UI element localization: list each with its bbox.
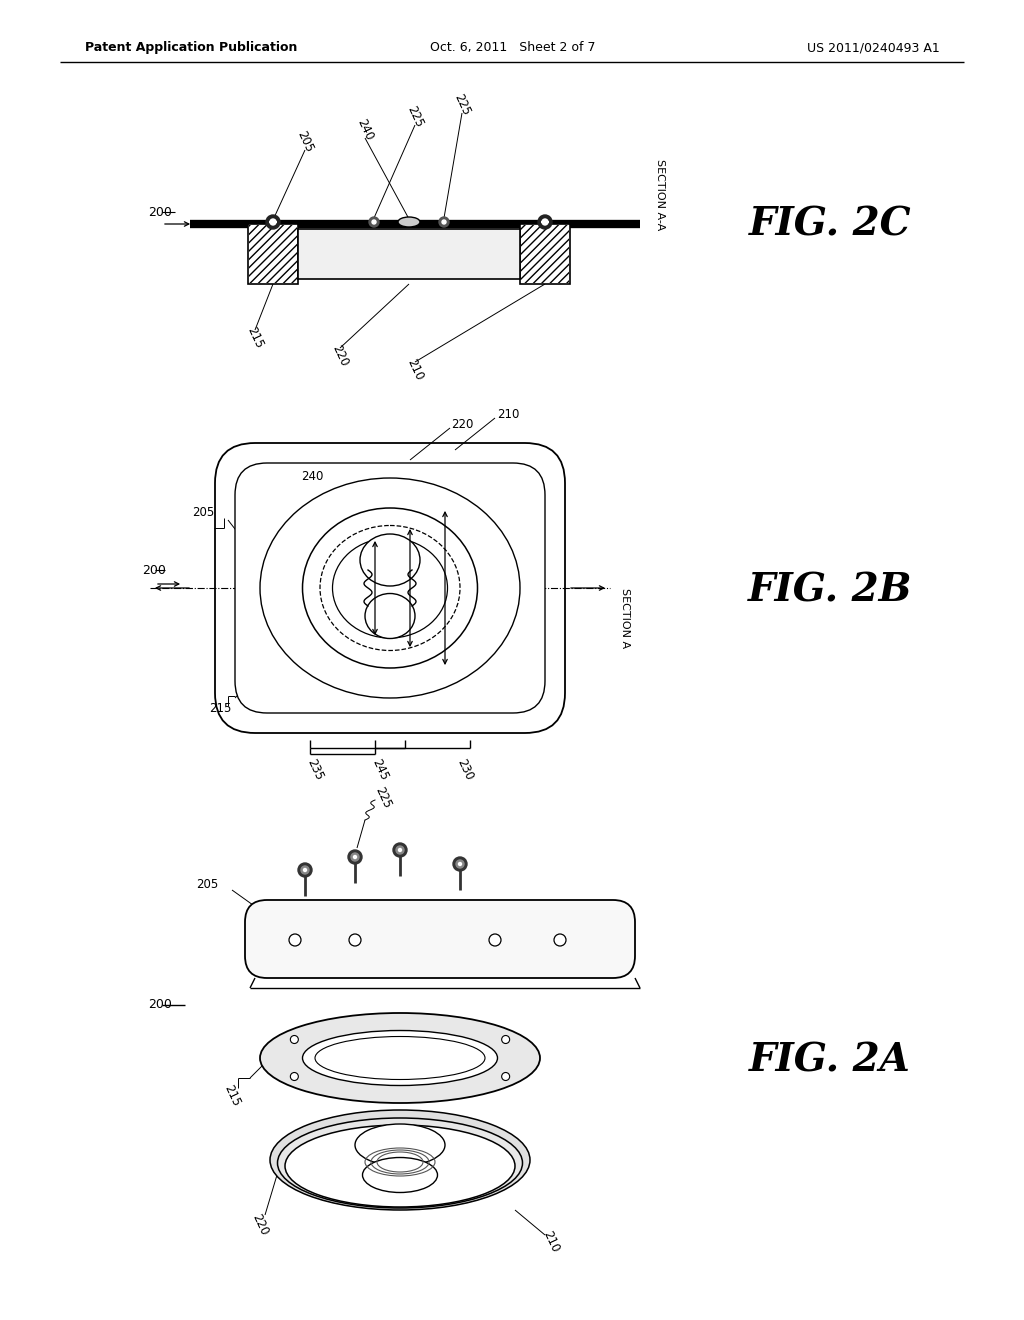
Circle shape xyxy=(396,846,404,854)
FancyBboxPatch shape xyxy=(215,444,565,733)
Circle shape xyxy=(538,215,552,228)
Text: 245: 245 xyxy=(370,758,390,783)
FancyBboxPatch shape xyxy=(234,463,545,713)
Text: 215: 215 xyxy=(221,1084,243,1109)
Text: US 2011/0240493 A1: US 2011/0240493 A1 xyxy=(807,41,940,54)
Ellipse shape xyxy=(362,1158,437,1192)
Text: 225: 225 xyxy=(404,104,426,129)
Text: 210: 210 xyxy=(404,358,426,383)
Bar xyxy=(249,224,297,282)
Circle shape xyxy=(393,843,407,857)
Ellipse shape xyxy=(302,508,477,668)
Text: w3: w3 xyxy=(453,598,469,609)
Text: 200: 200 xyxy=(148,998,172,1011)
Ellipse shape xyxy=(355,1125,445,1166)
Text: 230: 230 xyxy=(455,758,475,783)
Circle shape xyxy=(456,861,464,869)
Text: 225: 225 xyxy=(452,92,473,117)
Circle shape xyxy=(369,216,379,227)
Circle shape xyxy=(301,866,309,874)
Circle shape xyxy=(291,1072,298,1081)
Circle shape xyxy=(442,220,446,224)
Circle shape xyxy=(270,219,276,224)
Text: 205: 205 xyxy=(295,129,315,154)
Circle shape xyxy=(351,853,359,861)
Circle shape xyxy=(298,863,312,876)
Circle shape xyxy=(303,869,306,871)
Circle shape xyxy=(353,855,356,858)
Circle shape xyxy=(372,220,376,224)
Circle shape xyxy=(291,1035,298,1044)
Ellipse shape xyxy=(302,1031,498,1085)
Text: 225: 225 xyxy=(373,785,393,810)
Ellipse shape xyxy=(260,478,520,698)
Ellipse shape xyxy=(360,535,420,586)
Text: 240: 240 xyxy=(354,117,376,143)
Circle shape xyxy=(459,862,462,866)
Bar xyxy=(521,224,569,282)
Circle shape xyxy=(489,935,501,946)
Text: 220: 220 xyxy=(330,343,350,368)
Text: SECTION A-A: SECTION A-A xyxy=(655,160,665,231)
Text: 200: 200 xyxy=(148,206,172,219)
Text: 210: 210 xyxy=(541,1229,561,1255)
Ellipse shape xyxy=(270,1110,530,1210)
Bar xyxy=(248,224,298,284)
Circle shape xyxy=(289,935,301,946)
Circle shape xyxy=(348,850,362,865)
Circle shape xyxy=(349,935,361,946)
Ellipse shape xyxy=(398,216,420,227)
Ellipse shape xyxy=(278,1118,522,1208)
Circle shape xyxy=(439,216,449,227)
Text: Patent Application Publication: Patent Application Publication xyxy=(85,41,297,54)
Text: FIG. 2C: FIG. 2C xyxy=(749,206,911,244)
Ellipse shape xyxy=(365,594,415,639)
Circle shape xyxy=(554,935,566,946)
Ellipse shape xyxy=(319,525,460,651)
Text: FIG. 2A: FIG. 2A xyxy=(750,1041,911,1078)
Text: Oct. 6, 2011   Sheet 2 of 7: Oct. 6, 2011 Sheet 2 of 7 xyxy=(430,41,596,54)
Bar xyxy=(520,224,570,284)
Text: FIG. 2B: FIG. 2B xyxy=(748,572,912,609)
Circle shape xyxy=(542,219,548,224)
Text: 240: 240 xyxy=(301,470,324,483)
Text: 220: 220 xyxy=(250,1212,270,1238)
Text: 215: 215 xyxy=(245,325,265,351)
Ellipse shape xyxy=(315,1036,485,1080)
Text: SECTION A: SECTION A xyxy=(620,587,630,648)
Text: 220: 220 xyxy=(451,418,473,432)
FancyBboxPatch shape xyxy=(245,900,635,978)
Circle shape xyxy=(453,857,467,871)
Circle shape xyxy=(502,1035,510,1044)
Text: 210: 210 xyxy=(497,408,519,421)
Text: w4: w4 xyxy=(352,593,369,603)
Ellipse shape xyxy=(260,1012,540,1104)
Circle shape xyxy=(398,849,401,851)
Text: 215: 215 xyxy=(209,701,231,714)
Text: 205: 205 xyxy=(191,507,214,520)
Ellipse shape xyxy=(333,539,447,638)
Text: 235: 235 xyxy=(304,758,326,783)
Ellipse shape xyxy=(285,1125,515,1206)
Text: 205: 205 xyxy=(196,879,218,891)
Text: 200: 200 xyxy=(142,564,166,577)
Circle shape xyxy=(502,1072,510,1081)
Bar xyxy=(298,228,520,279)
Circle shape xyxy=(266,215,280,228)
Text: w5: w5 xyxy=(416,593,432,603)
